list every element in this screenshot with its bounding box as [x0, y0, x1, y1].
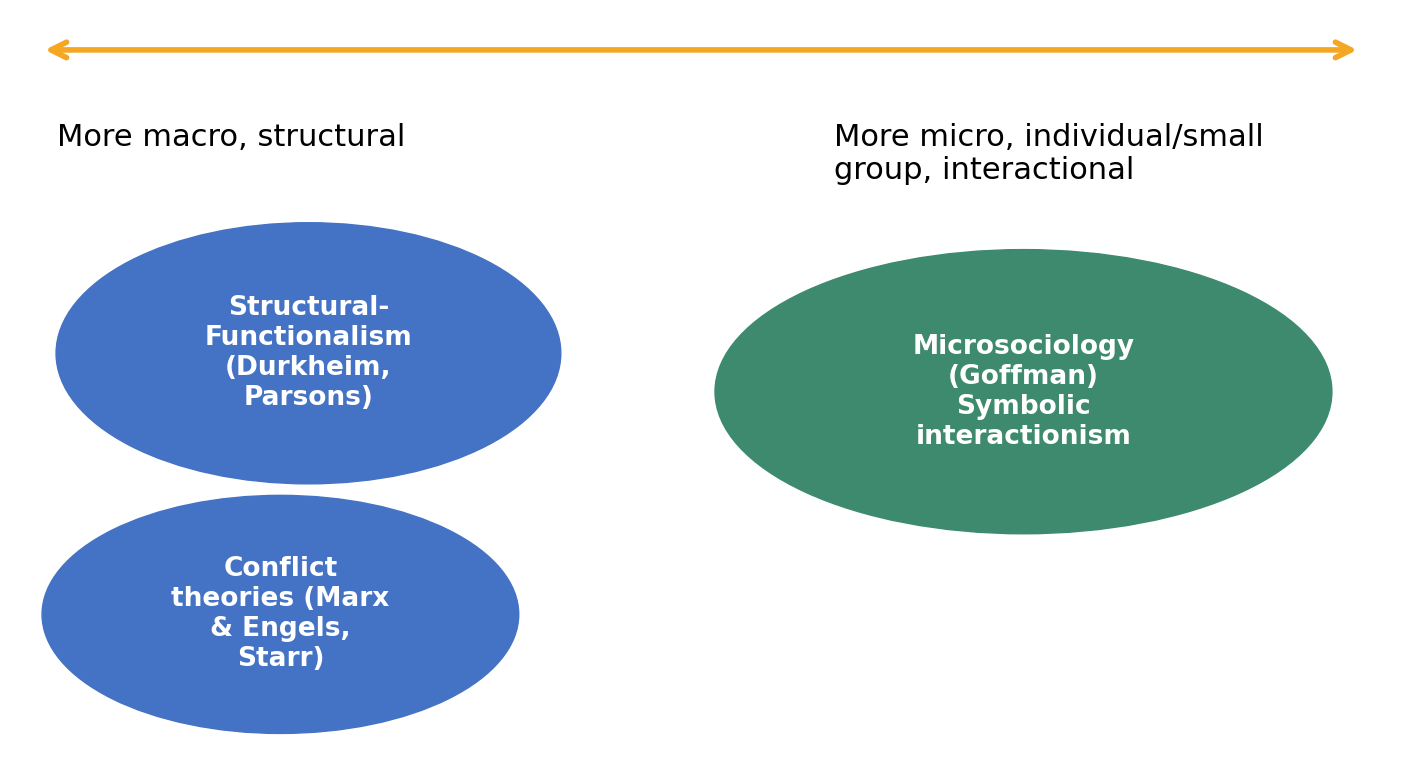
Text: Microsociology
(Goffman)
Symbolic
interactionism: Microsociology (Goffman) Symbolic intera… [913, 333, 1134, 450]
Text: Structural-
Functionalism
(Durkheim,
Parsons): Structural- Functionalism (Durkheim, Par… [205, 295, 412, 412]
Text: More micro, individual/small
group, interactional: More micro, individual/small group, inte… [834, 123, 1265, 186]
Text: Conflict
theories (Marx
& Engels,
Starr): Conflict theories (Marx & Engels, Starr) [171, 556, 390, 673]
Ellipse shape [42, 495, 519, 733]
Ellipse shape [715, 250, 1332, 534]
Ellipse shape [56, 223, 561, 484]
Text: More macro, structural: More macro, structural [57, 123, 405, 152]
